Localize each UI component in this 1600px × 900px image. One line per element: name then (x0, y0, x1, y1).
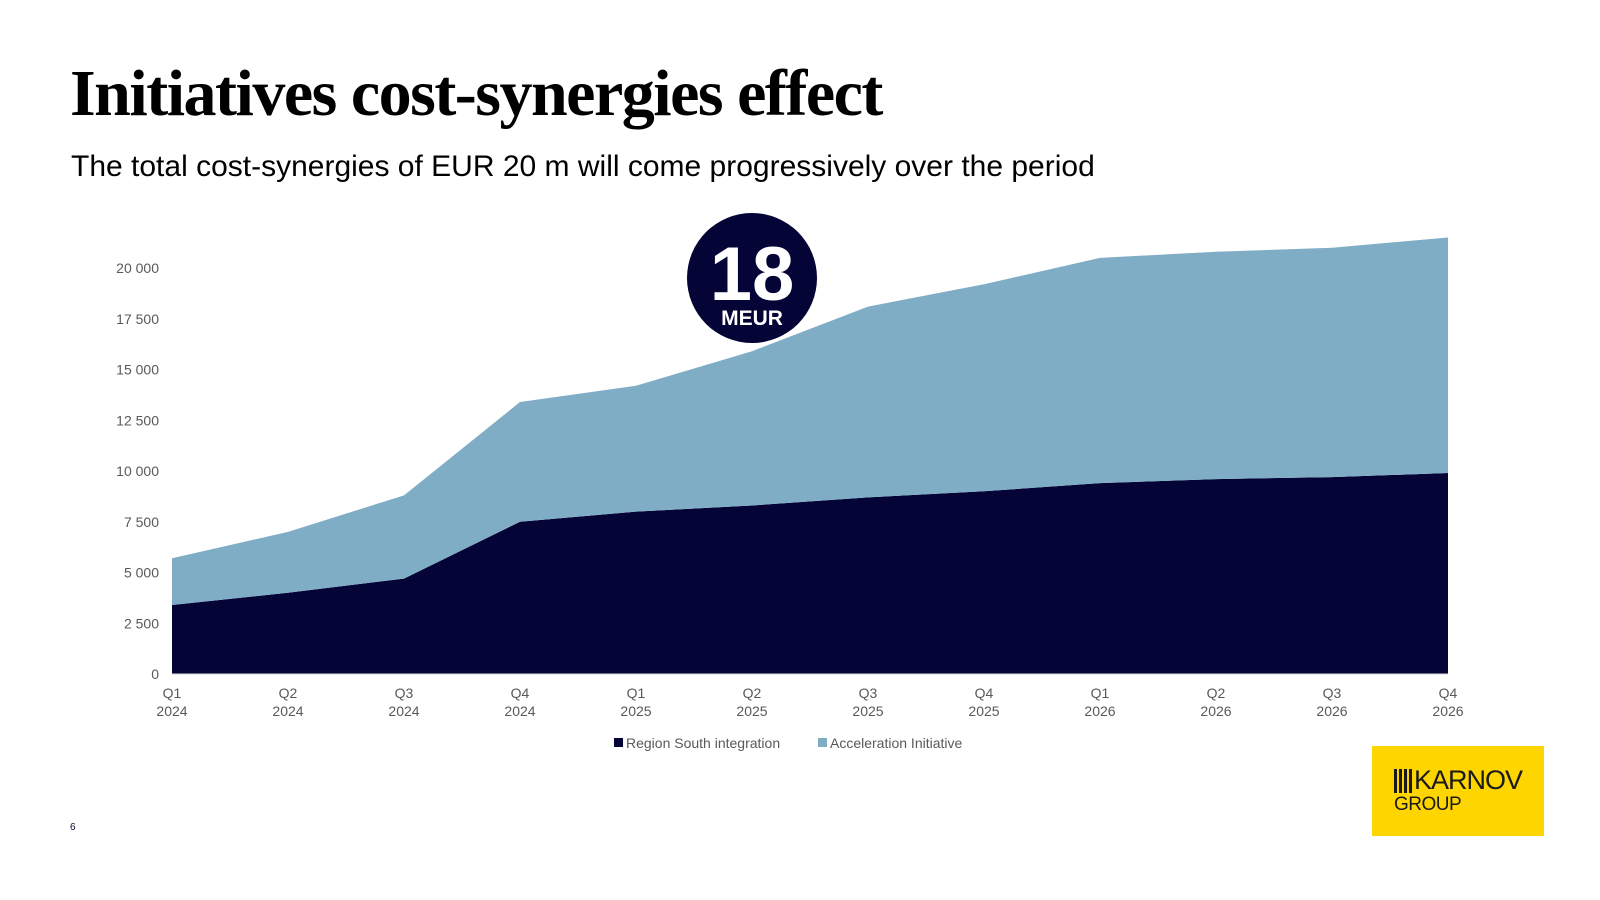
x-tick-quarter: Q4 (511, 685, 530, 701)
slide-subtitle: The total cost-synergies of EUR 20 m wil… (71, 150, 1095, 183)
x-tick-quarter: Q2 (743, 685, 762, 701)
y-tick-label: 17 500 (116, 311, 159, 327)
logo-subtitle: GROUP (1394, 794, 1462, 815)
x-tick-year: 2025 (620, 703, 651, 719)
x-tick-quarter: Q2 (279, 685, 298, 701)
x-tick-quarter: Q4 (1439, 685, 1458, 701)
x-tick-year: 2025 (968, 703, 999, 719)
x-tick-quarter: Q1 (163, 685, 182, 701)
y-tick-label: 10 000 (116, 463, 159, 479)
x-tick-quarter: Q3 (395, 685, 414, 701)
legend-swatch-1 (614, 738, 623, 747)
x-tick-year: 2025 (736, 703, 767, 719)
x-tick-year: 2024 (156, 703, 187, 719)
badge-unit: MEUR (721, 307, 783, 330)
x-tick-year: 2026 (1316, 703, 1347, 719)
x-tick-year: 2026 (1432, 703, 1463, 719)
x-tick-quarter: Q3 (1323, 685, 1342, 701)
y-tick-label: 20 000 (116, 260, 159, 276)
x-tick-year: 2024 (272, 703, 303, 719)
x-tick-quarter: Q2 (1207, 685, 1226, 701)
area-series-2 (172, 237, 1448, 605)
x-tick-quarter: Q3 (859, 685, 878, 701)
x-tick-year: 2026 (1084, 703, 1115, 719)
y-tick-label: 2 500 (124, 615, 159, 631)
x-tick-year: 2026 (1200, 703, 1231, 719)
y-tick-label: 7 500 (124, 514, 159, 530)
slide-title: Initiatives cost-synergies effect (70, 57, 883, 130)
x-tick-quarter: Q4 (975, 685, 994, 701)
logo-wordmark: KARNOV (1414, 765, 1523, 795)
y-tick-label: 12 500 (116, 412, 159, 428)
area-series-1 (172, 473, 1448, 674)
badge-circle (687, 213, 817, 343)
legend-swatch-2 (818, 738, 827, 747)
y-tick-label: 5 000 (124, 565, 159, 581)
y-tick-label: 0 (151, 666, 159, 682)
y-tick-label: 15 000 (116, 362, 159, 378)
badge-value: 18 (710, 232, 795, 317)
legend-label-1: Region South integration (626, 735, 780, 751)
karnov-group-logo: KARNOV GROUP (1372, 746, 1544, 836)
page-number: 6 (70, 822, 76, 833)
legend-label-2: Acceleration Initiative (830, 735, 963, 751)
x-tick-quarter: Q1 (1091, 685, 1110, 701)
x-tick-year: 2025 (852, 703, 883, 719)
x-tick-quarter: Q1 (627, 685, 646, 701)
x-tick-year: 2024 (388, 703, 419, 719)
x-tick-year: 2024 (504, 703, 535, 719)
